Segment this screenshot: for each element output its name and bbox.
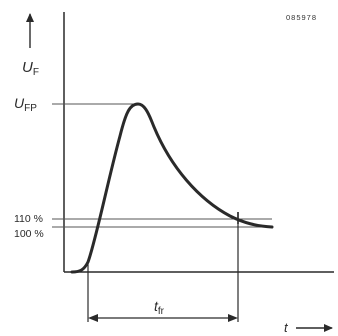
recovery-time-label: tfr — [154, 298, 165, 317]
peak-voltage-label: UFP — [14, 95, 37, 114]
y-axis-label: UF — [22, 59, 39, 78]
recovery-arrow-right-head — [228, 314, 238, 322]
recovery-arrow-left-head — [88, 314, 98, 322]
figure-id: 085978 — [286, 13, 317, 22]
level-110-label: 110 % — [14, 213, 43, 225]
level-100-label: 100 % — [14, 228, 44, 240]
forward-voltage-curve — [70, 102, 274, 274]
x-axis-label: t — [284, 320, 289, 335]
